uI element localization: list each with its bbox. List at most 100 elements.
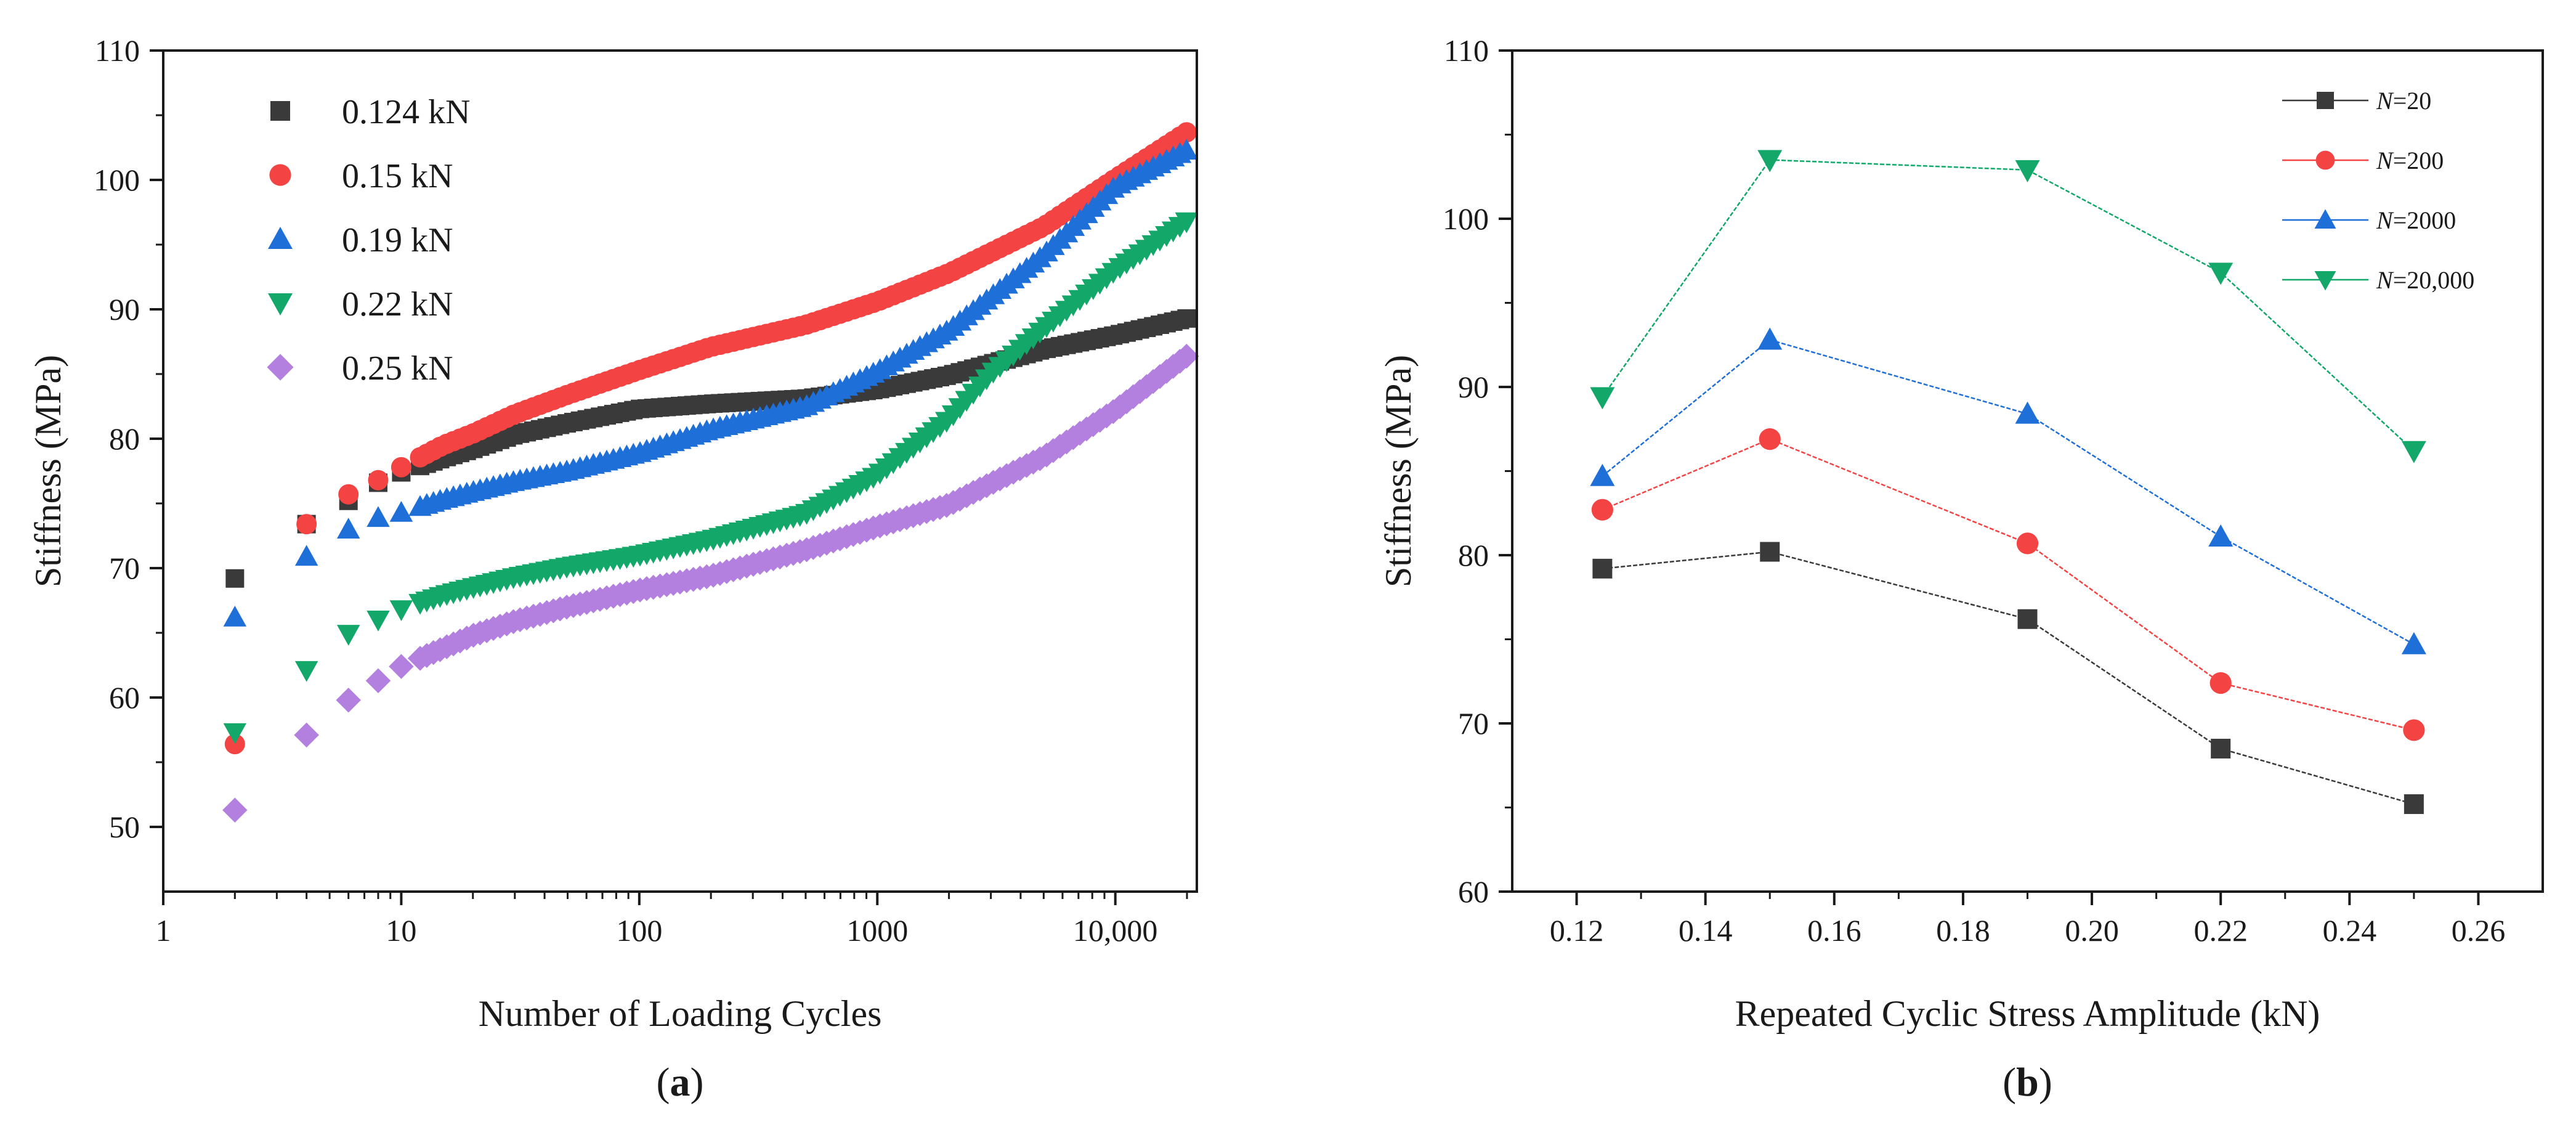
data-point-0-19-kn [367,506,390,527]
legend-item-n-20-000: N=20,000 [2282,266,2474,294]
series-line-n-200 [1602,438,2415,731]
data-point-n-200 [2209,672,2232,694]
panel-b-y-tick-label: 110 [1444,33,1489,68]
panel-a-y-tick-label: 80 [109,421,140,456]
legend-item-0-25-kn: 0.25 kN [267,349,453,388]
data-point-n-2000 [2015,401,2040,424]
data-point-n-200 [1759,428,1781,450]
data-point-0-15-kn [391,457,411,478]
legend-marker-n-200 [2315,150,2335,170]
panel-b-axis-ticks [1499,49,2480,905]
panel-a-x-tick-label: 10 [386,913,416,948]
panel-a-data-marks [222,122,1199,823]
data-point-0-15-kn [338,484,359,505]
panel-b-data-marks [1590,150,2426,815]
data-point-n-20 [1592,558,1613,579]
legend-item-n-20: N=20 [2282,87,2431,115]
panel-b-series-lines [1602,159,2415,805]
data-point-0-22-kn [223,723,247,744]
panel-b-x-tick-label: 0.12 [1550,913,1604,948]
legend-item-0-22-kn: 0.22 kN [268,285,453,323]
data-point-0-124-kn [1177,309,1196,328]
panel-b-legend: N=20 N=200 N=2000 N=20,000 [2282,87,2474,294]
series-0-22-kn [223,212,1199,744]
data-point-n-20 [2211,738,2231,759]
panel-b-y-tick-label: 90 [1458,370,1489,404]
panel-b-x-tick-label: 0.14 [1679,913,1733,948]
data-point-0-19-kn [1175,139,1199,160]
data-point-0-15-kn [296,514,317,535]
legend-label-n-20-000: N=20,000 [2376,266,2474,294]
data-point-0-19-kn [389,500,413,522]
data-point-n-20 [2017,609,2038,629]
data-point-n-20-000 [2401,441,2426,463]
panel-b-y-tick-label: 70 [1458,706,1489,741]
data-point-n-2000 [1590,463,1615,486]
panel-a-plot-frame [162,49,1198,893]
data-point-0-22-kn [294,661,318,682]
data-point-n-200 [2403,719,2425,741]
legend-marker-0-19-kn [268,227,293,249]
panel-b-x-tick-label: 0.24 [2323,913,2377,948]
legend-label-n-200: N=200 [2376,147,2444,174]
legend-marker-n-20 [2317,92,2334,109]
panel-b-tick-labels: 0.12 0.14 0.16 0.18 0.20 0.22 0.24 0.26 60 70 80 90… [1443,33,2505,948]
panel-a-x-axis-title: Number of Loading Cycles [479,993,882,1034]
data-point-0-22-kn [336,625,360,646]
panel-a-y-tick-label: 60 [109,680,140,715]
legend-marker-0-22-kn [268,293,293,315]
legend-marker-0-25-kn [267,354,294,381]
data-point-n-200 [1591,498,1613,521]
data-point-0-25-kn [222,797,248,823]
data-point-n-20-000 [2208,262,2234,285]
data-point-n-20 [2404,794,2424,815]
legend-item-n-200: N=200 [2282,147,2444,174]
panel-b-y-tick-label: 60 [1458,874,1489,909]
series-line-n-2000 [1602,339,2415,645]
panel-a-caption: (a) [657,1060,704,1105]
panel-a-x-tick-label: 10,000 [1073,913,1158,948]
legend-label-0-25-kn: 0.25 kN [342,349,453,388]
data-point-0-15-kn [368,470,389,490]
legend-label-0-22-kn: 0.22 kN [342,285,453,323]
legend-marker-n-2000 [2314,209,2336,229]
panel-b-caption: (b) [2003,1060,2052,1105]
series-0-19-kn [223,139,1199,627]
panel-b-x-tick-label: 0.22 [2193,913,2248,948]
panel-b-y-axis-title: Stiffness (MPa) [1378,355,1419,587]
data-point-n-20-000 [2015,160,2040,182]
data-point-0-15-kn [224,734,245,755]
data-point-0-25-kn [389,654,414,679]
panel-a-y-tick-label: 90 [109,292,140,327]
data-point-0-25-kn [365,668,391,693]
data-point-0-19-kn [223,606,247,627]
data-point-n-2000 [2208,524,2234,547]
panel-b-x-tick-label: 0.20 [2065,913,2119,948]
panel-a-x-tick-label: 100 [616,913,662,948]
data-point-0-25-kn [336,687,361,713]
legend-marker-n-20-000 [2314,271,2336,291]
panel-a-y-axis-title: Stiffness (MPa) [28,355,68,587]
data-point-0-15-kn [1176,122,1197,143]
legend-item-n-2000: N=2000 [2282,206,2456,234]
panel-b-chart: 0.12 0.14 0.16 0.18 0.20 0.22 0.24 0.26 60 70 80 90… [1378,33,2544,1105]
panel-a-y-tick-label: 50 [109,810,140,844]
legend-marker-0-124-kn [270,101,290,121]
legend-marker-0-15-kn [269,164,291,186]
panel-b-y-tick-label: 100 [1443,201,1489,236]
legend-label-n-2000: N=2000 [2376,206,2456,234]
data-point-0-22-kn [1175,212,1199,234]
series-n-20 [1592,542,2424,815]
data-point-0-22-kn [367,611,390,632]
panel-a-y-tick-label: 70 [109,551,140,585]
panel-a-y-tick-label: 100 [94,163,140,197]
data-point-0-124-kn [225,569,245,588]
data-point-n-2000 [1757,327,1783,350]
legend-item-0-19-kn: 0.19 kN [268,221,453,259]
legend-label-0-124-kn: 0.124 kN [342,93,470,131]
panel-b-y-tick-label: 80 [1458,538,1489,572]
panel-b-x-tick-label: 0.18 [1936,913,1990,948]
